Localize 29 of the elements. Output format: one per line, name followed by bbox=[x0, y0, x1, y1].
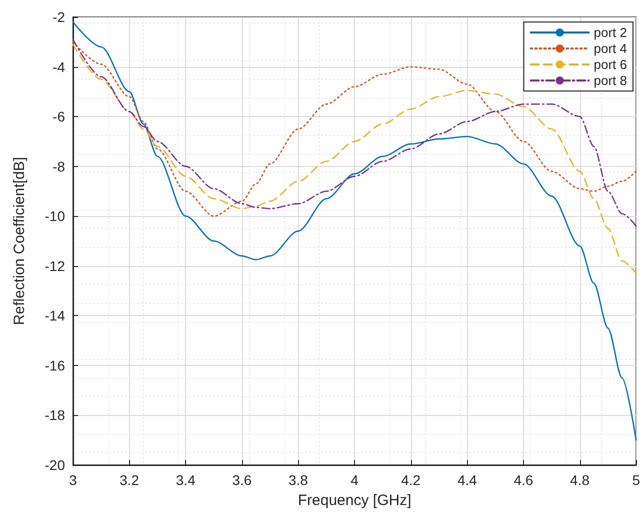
x-tick-label: 3 bbox=[69, 472, 78, 488]
y-tick-label: -8 bbox=[52, 158, 66, 174]
x-tick-label: 3.6 bbox=[232, 472, 252, 488]
x-tick-label: 5 bbox=[632, 472, 640, 488]
legend-label: port 8 bbox=[594, 73, 628, 88]
y-tick-label: -12 bbox=[44, 258, 66, 274]
x-tick-label: 4.4 bbox=[457, 472, 478, 488]
y-tick-label: -16 bbox=[44, 357, 66, 374]
y-tick-label: -20 bbox=[44, 457, 66, 473]
y-tick-label: -18 bbox=[44, 407, 66, 424]
y-tick-label: -10 bbox=[44, 208, 66, 224]
x-tick-label: 4.6 bbox=[514, 472, 534, 488]
y-tick-label: -14 bbox=[44, 308, 66, 324]
legend-label: port 2 bbox=[594, 25, 628, 40]
x-tick-label: 3.8 bbox=[288, 472, 308, 488]
x-tick-label: 4.2 bbox=[401, 472, 421, 488]
y-axis-title: Reflection Coefficient[dB] bbox=[11, 156, 28, 326]
legend-label: port 4 bbox=[594, 41, 628, 56]
y-tick-label: -2 bbox=[52, 9, 66, 25]
x-tick-label: 4.8 bbox=[570, 472, 590, 488]
y-tick-label: -6 bbox=[52, 108, 66, 125]
x-axis-title: Frequency [GHz] bbox=[298, 492, 412, 509]
y-tick-label: -4 bbox=[52, 58, 66, 75]
x-tick-label: 4 bbox=[350, 472, 359, 488]
legend-label: port 6 bbox=[594, 57, 628, 72]
x-tick-label: 3.2 bbox=[120, 472, 140, 488]
x-tick-label: 3.4 bbox=[176, 472, 196, 488]
line-series bbox=[72, 44, 637, 274]
line-series bbox=[72, 21, 637, 441]
